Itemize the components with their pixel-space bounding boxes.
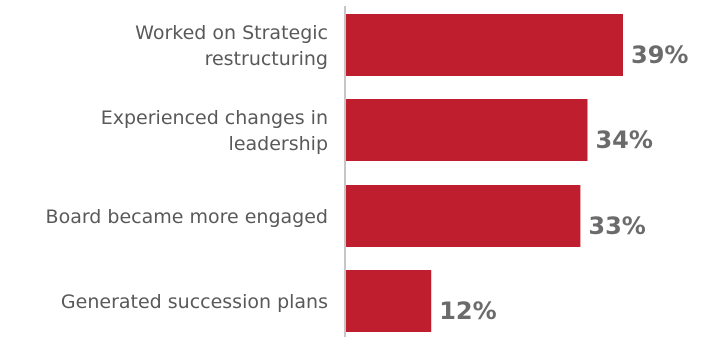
category-label-4: Generated succession plans	[61, 291, 328, 313]
category-label-1: Worked on Strategic restructuring	[135, 22, 328, 70]
category-label-2-line-1: Experienced changes in	[101, 107, 328, 129]
category-label-4-line-1: Generated succession plans	[61, 291, 328, 313]
category-label-3-line-1: Board became more engaged	[46, 206, 328, 228]
category-label-1-line-2: restructuring	[205, 48, 328, 70]
bar-4	[346, 270, 432, 332]
category-label-2-line-2: leadership	[229, 133, 328, 155]
bar-2	[346, 99, 588, 161]
bar-3	[346, 185, 581, 247]
value-label-2: 34%	[595, 126, 652, 154]
category-label-1-line-1: Worked on Strategic	[135, 22, 328, 44]
category-label-2: Experienced changes in leadership	[101, 107, 328, 155]
value-label-4: 12%	[439, 297, 496, 325]
value-label-1: 39%	[631, 41, 688, 69]
bars-group: 39% Worked on Strategic restructuring 34% Ex…	[46, 14, 688, 332]
value-label-3: 33%	[588, 212, 645, 240]
category-label-3: Board became more engaged	[46, 206, 328, 228]
bar-1	[346, 14, 623, 76]
